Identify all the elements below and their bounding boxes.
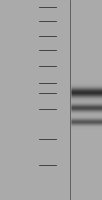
Text: 95: 95 xyxy=(24,31,34,40)
Bar xyxy=(70,0,102,200)
Text: 70: 70 xyxy=(24,46,34,55)
Text: 55: 55 xyxy=(24,61,34,70)
Text: 10: 10 xyxy=(24,160,34,170)
Bar xyxy=(39,0,102,200)
Text: 15: 15 xyxy=(24,134,34,144)
Text: 25: 25 xyxy=(24,104,34,114)
Text: 130: 130 xyxy=(19,17,34,25)
Text: 170: 170 xyxy=(19,2,34,11)
Text: 40: 40 xyxy=(24,79,34,88)
Bar xyxy=(39,0,70,200)
Text: 35: 35 xyxy=(24,88,34,97)
